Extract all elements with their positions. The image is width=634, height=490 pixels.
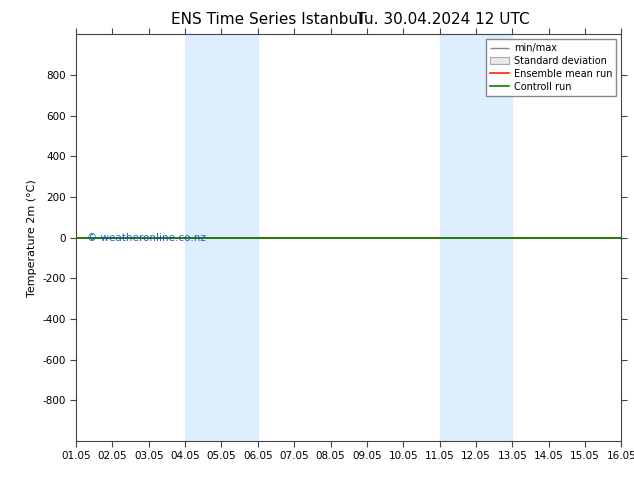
Legend: min/max, Standard deviation, Ensemble mean run, Controll run: min/max, Standard deviation, Ensemble me… <box>486 39 616 96</box>
Bar <box>439 34 512 441</box>
Text: ENS Time Series Istanbul: ENS Time Series Istanbul <box>171 12 362 27</box>
Text: Tu. 30.04.2024 12 UTC: Tu. 30.04.2024 12 UTC <box>358 12 530 27</box>
Bar <box>185 34 258 441</box>
Y-axis label: Temperature 2m (°C): Temperature 2m (°C) <box>27 179 37 296</box>
Text: © weatheronline.co.nz: © weatheronline.co.nz <box>87 233 206 243</box>
